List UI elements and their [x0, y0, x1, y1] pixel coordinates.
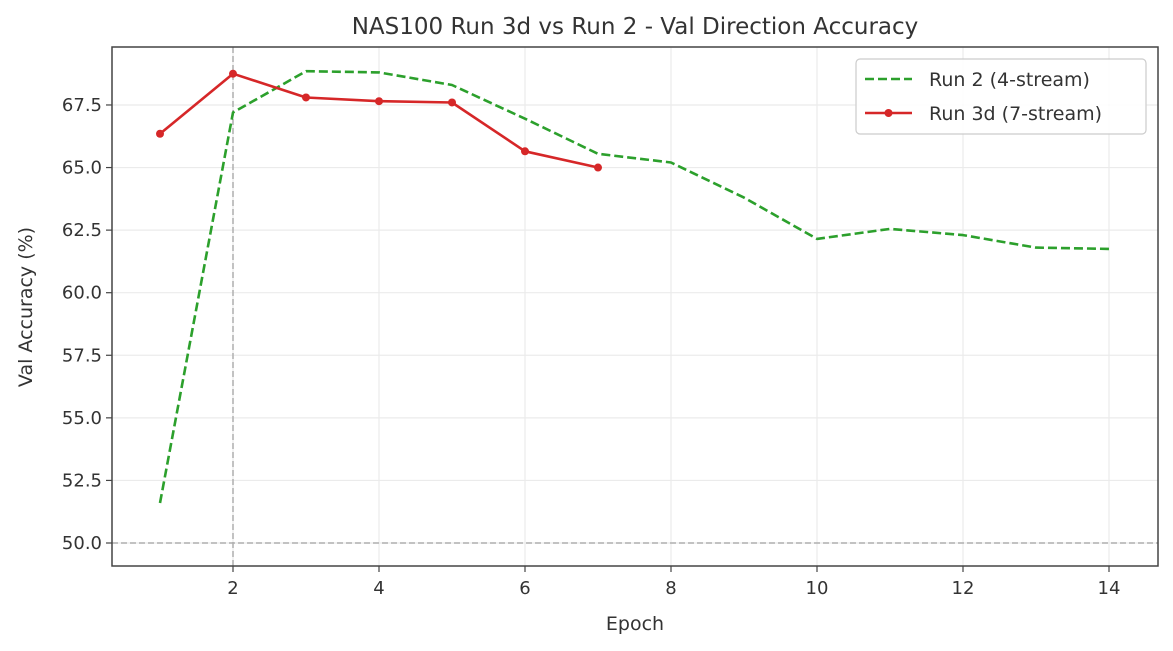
y-tick-label: 60.0	[62, 283, 102, 304]
x-tick-label: 4	[373, 578, 384, 599]
x-axis-label: Epoch	[606, 613, 664, 635]
legend: Run 2 (4-stream) Run 3d (7-stream)	[855, 58, 1147, 135]
x-tick-label: 8	[665, 578, 676, 599]
series-line	[158, 69, 1110, 504]
x-tick-label: 12	[952, 578, 975, 599]
x-tick-label: 10	[806, 578, 829, 599]
y-tick-label: 57.5	[62, 345, 102, 366]
y-axis-label: Val Accuracy (%)	[15, 227, 37, 387]
data-point-marker	[448, 98, 456, 107]
chart-title: NAS100 Run 3d vs Run 2 - Val Direction A…	[352, 14, 919, 40]
x-tick-label: 2	[227, 578, 238, 599]
y-tick-label: 52.5	[62, 470, 102, 491]
data-point-marker	[156, 129, 164, 138]
x-tick-label: 14	[1098, 578, 1121, 599]
y-tick-label: 50.0	[62, 533, 102, 554]
data-point-marker	[594, 163, 602, 172]
y-tick-label: 55.0	[62, 408, 102, 429]
legend-label: Run 2 (4-stream)	[929, 69, 1090, 91]
y-tick-label: 67.5	[62, 95, 102, 116]
data-point-marker	[229, 69, 237, 78]
axes-frame	[111, 46, 1159, 567]
data-point-marker	[521, 147, 529, 156]
legend-label: Run 3d (7-stream)	[929, 103, 1102, 125]
plot-area: 2 4 6 8 10 12 14 50.0 52.5 55.0 57.5 60.0 62.5 65.0 67…	[62, 46, 1159, 599]
legend-frame	[855, 58, 1147, 135]
legend-marker	[884, 109, 893, 117]
y-tick-label: 65.0	[62, 158, 102, 179]
data-point-marker	[302, 93, 310, 102]
x-tick-label: 6	[519, 578, 530, 599]
data-point-marker	[375, 97, 383, 106]
y-tick-label: 62.5	[62, 220, 102, 241]
